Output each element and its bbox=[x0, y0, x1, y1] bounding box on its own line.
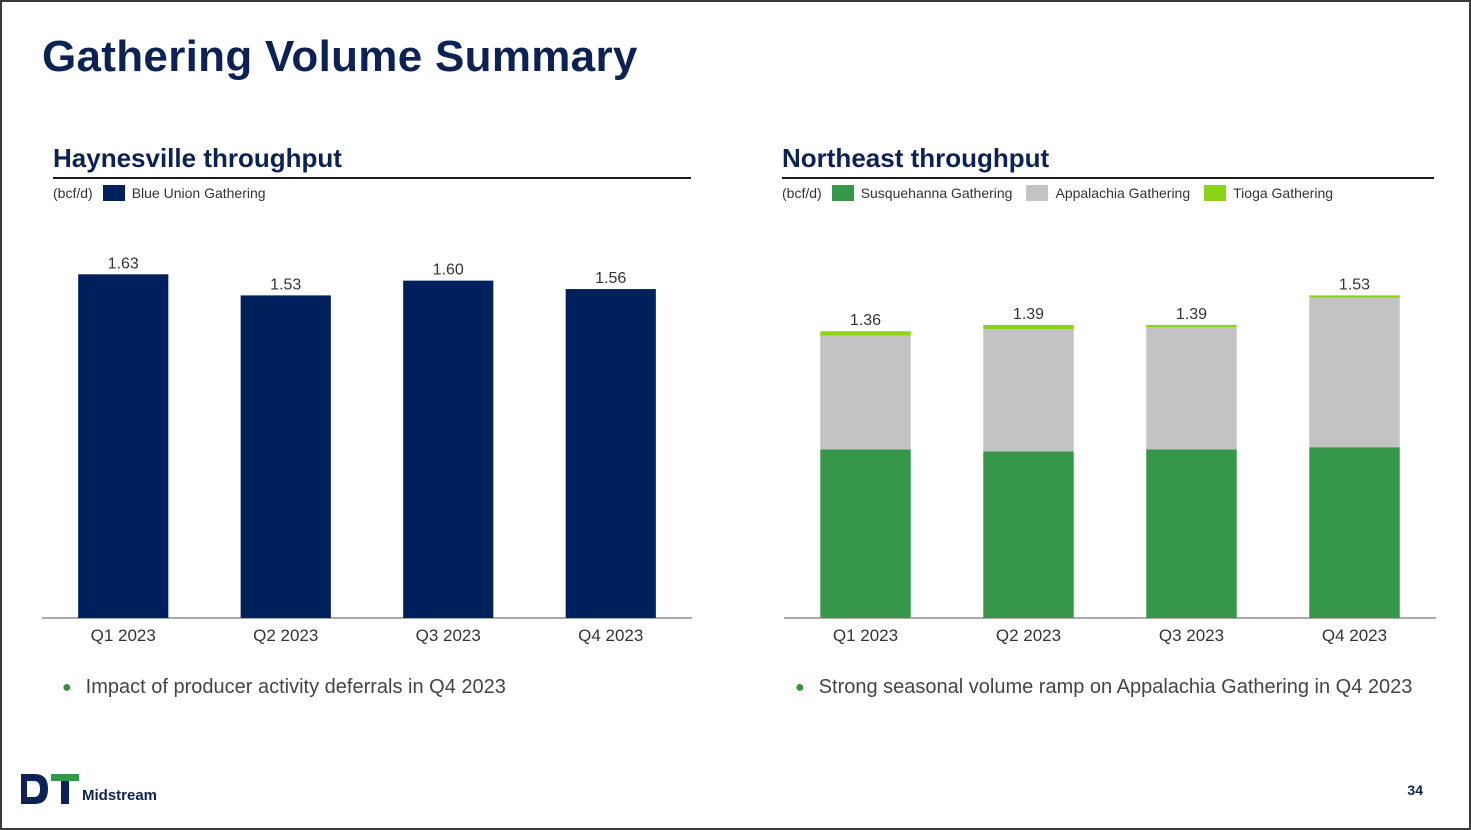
haynesville-value-label-q2-2023: 1.53 bbox=[270, 276, 301, 293]
legend-label-tioga: Tioga Gathering bbox=[1233, 185, 1334, 201]
northeast-bar-appalachia-gathering-q3-2023 bbox=[1146, 327, 1237, 450]
northeast-note: ● Strong seasonal volume ramp on Appalac… bbox=[795, 676, 1412, 699]
legend-swatch-tioga bbox=[1204, 185, 1227, 201]
haynesville-chart: 1.63 Q1 2023 1.53 Q2 2023 1.60 Q3 2023 1.56 Q4 … bbox=[42, 255, 692, 645]
northeast-bar-susquehanna-gathering-q1-2023 bbox=[820, 449, 911, 618]
haynesville-bar-blue-union-gathering-q1-2023 bbox=[78, 274, 169, 618]
haynesville-tick-label-q2-2023: Q2 2023 bbox=[253, 626, 318, 645]
haynesville-title: Haynesville throughput bbox=[53, 143, 342, 173]
haynesville-tick-label-q1-2023: Q1 2023 bbox=[91, 626, 156, 645]
legend-swatch-susquehanna bbox=[831, 185, 854, 201]
dt-logo-mark bbox=[21, 774, 79, 804]
haynesville-value-label-q1-2023: 1.63 bbox=[108, 255, 139, 272]
haynesville-tick-label-q4-2023: Q4 2023 bbox=[578, 626, 643, 645]
northeast-bar-appalachia-gathering-q2-2023 bbox=[983, 329, 1074, 452]
northeast-unit: (bcf/d) bbox=[782, 185, 822, 201]
haynesville-bar-blue-union-gathering-q4-2023 bbox=[565, 289, 656, 618]
northeast-tick-label-q2-2023: Q2 2023 bbox=[996, 626, 1061, 645]
haynesville-tick-label-q3-2023: Q3 2023 bbox=[416, 626, 481, 645]
northeast-tick-label-q1-2023: Q1 2023 bbox=[833, 626, 898, 645]
legend-swatch-blue-union bbox=[102, 185, 125, 201]
dt-midstream-logo: Midstream bbox=[21, 774, 157, 804]
northeast-bar-tioga-gathering-q1-2023 bbox=[820, 331, 911, 336]
northeast-bar-appalachia-gathering-q4-2023 bbox=[1309, 297, 1400, 448]
northeast-bar-tioga-gathering-q2-2023 bbox=[983, 324, 1074, 330]
bullet-icon: ● bbox=[62, 678, 72, 696]
haynesville-bar-blue-union-gathering-q2-2023 bbox=[240, 295, 331, 618]
legend-item-blue-union: Blue Union Gathering bbox=[102, 185, 266, 201]
northeast-bar-appalachia-gathering-q1-2023 bbox=[820, 335, 911, 450]
legend-label-blue-union: Blue Union Gathering bbox=[131, 185, 266, 201]
northeast-bar-susquehanna-gathering-q3-2023 bbox=[1146, 449, 1237, 618]
northeast-tick-label-q3-2023: Q3 2023 bbox=[1159, 626, 1224, 645]
legend-item-susquehanna: Susquehanna Gathering bbox=[831, 185, 1013, 201]
northeast-bar-susquehanna-gathering-q4-2023 bbox=[1309, 447, 1400, 618]
northeast-bar-tioga-gathering-q4-2023 bbox=[1309, 295, 1400, 298]
legend-item-appalachia: Appalachia Gathering bbox=[1026, 185, 1190, 201]
legend-label-susquehanna: Susquehanna Gathering bbox=[860, 185, 1013, 201]
northeast-bar-susquehanna-gathering-q2-2023 bbox=[983, 451, 1074, 618]
northeast-bar-tioga-gathering-q3-2023 bbox=[1146, 324, 1237, 328]
northeast-note-text: Strong seasonal volume ramp on Appalachi… bbox=[818, 676, 1413, 698]
northeast-value-label-q4-2023: 1.53 bbox=[1339, 276, 1370, 293]
northeast-value-label-q3-2023: 1.39 bbox=[1176, 306, 1207, 323]
legend-item-tioga: Tioga Gathering bbox=[1204, 185, 1333, 201]
northeast-title: Northeast throughput bbox=[782, 143, 1050, 173]
haynesville-note: ● Impact of producer activity deferrals … bbox=[62, 676, 506, 699]
northeast-value-label-q2-2023: 1.39 bbox=[1013, 306, 1044, 323]
northeast-chart: 1.36 Q1 2023 1.39 Q2 2023 1.39 Q3 2023 1.53 Q4 … bbox=[784, 276, 1436, 645]
haynesville-legend: (bcf/d) Blue Union Gathering bbox=[53, 185, 280, 201]
page-number: 34 bbox=[1407, 782, 1423, 798]
haynesville-value-label-q3-2023: 1.60 bbox=[433, 262, 464, 279]
legend-swatch-appalachia bbox=[1026, 185, 1049, 201]
northeast-title-rule bbox=[782, 177, 1434, 179]
haynesville-bar-blue-union-gathering-q3-2023 bbox=[403, 280, 494, 618]
haynesville-title-rule bbox=[53, 177, 691, 179]
bullet-icon: ● bbox=[795, 678, 805, 696]
northeast-value-label-q1-2023: 1.36 bbox=[850, 312, 881, 329]
haynesville-unit: (bcf/d) bbox=[53, 185, 93, 201]
haynesville-value-label-q4-2023: 1.56 bbox=[595, 270, 626, 287]
legend-label-appalachia: Appalachia Gathering bbox=[1055, 185, 1191, 201]
logo-text: Midstream bbox=[82, 787, 158, 804]
haynesville-note-text: Impact of producer activity deferrals in… bbox=[85, 676, 506, 698]
northeast-legend: (bcf/d) Susquehanna Gathering Appalachia… bbox=[782, 185, 1347, 201]
northeast-tick-label-q4-2023: Q4 2023 bbox=[1322, 626, 1387, 645]
page-title: Gathering Volume Summary bbox=[42, 32, 638, 81]
